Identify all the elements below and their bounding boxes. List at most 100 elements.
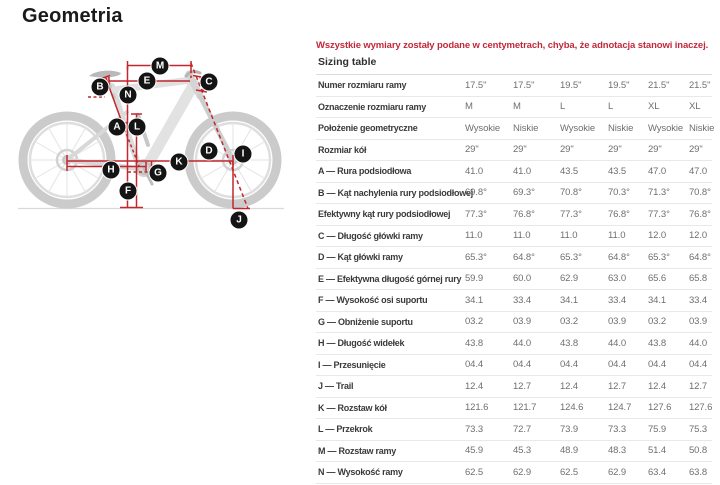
table-row: B — Kąt nachylenia rury podsiodłowej 69.8… xyxy=(316,182,712,204)
row-value: 65.3° xyxy=(560,246,608,269)
row-value: 21.5" xyxy=(689,74,712,97)
row-value: 11.0 xyxy=(465,225,513,247)
row-value: 45.9 xyxy=(465,440,513,462)
units-note: Wszystkie wymiary zostały podane w centy… xyxy=(316,40,709,51)
row-label: M — Rozstaw ramy xyxy=(316,440,465,462)
row-value: 43.8 xyxy=(560,332,608,355)
table-row: N — Wysokość ramy 62.5 62.9 62.5 62.9 63.4 63.… xyxy=(316,461,712,484)
geometry-label-g: G xyxy=(148,163,168,183)
row-value: 03.2 xyxy=(465,311,513,333)
row-value: 03.9 xyxy=(608,311,648,333)
row-value: 12.4 xyxy=(648,375,689,398)
row-value: 77.3° xyxy=(465,203,513,226)
row-value: 17.5" xyxy=(513,74,560,97)
row-value: Wysokie xyxy=(560,117,608,140)
row-value: Wysokie xyxy=(648,117,689,140)
row-value: 29" xyxy=(513,139,560,161)
row-value: 69.3° xyxy=(513,182,560,204)
row-value: 73.3 xyxy=(608,418,648,441)
row-value: 65.3° xyxy=(648,246,689,269)
table-row: F — Wysokość osi suportu 34.1 33.4 34.1 33.4… xyxy=(316,289,712,312)
table-row: Efektywny kąt rury podsiodłowej 77.3° 76.8… xyxy=(316,203,712,226)
row-value: 121.7 xyxy=(513,397,560,419)
row-value: M xyxy=(513,96,560,118)
row-value: 65.6 xyxy=(648,268,689,290)
table-row: D — Kąt główki ramy 65.3° 64.8° 65.3° 64.8° 6… xyxy=(316,246,712,269)
row-value: 70.3° xyxy=(608,182,648,204)
row-value: 12.4 xyxy=(560,375,608,398)
geometry-label-d: D xyxy=(199,141,219,161)
row-value: 03.2 xyxy=(648,311,689,333)
row-value: 76.8° xyxy=(608,203,648,226)
table-row: M — Rozstaw ramy 45.9 45.3 48.9 48.3 51.4 50.8 xyxy=(316,440,712,462)
table-row: A — Rura podsiodłowa 41.0 41.0 43.5 43.5 47.0… xyxy=(316,160,712,183)
row-value: 76.8° xyxy=(513,203,560,226)
row-value: 33.4 xyxy=(513,289,560,312)
row-value: Niskie xyxy=(513,117,560,140)
row-label: Efektywny kąt rury podsiodłowej xyxy=(316,203,465,226)
row-value: 29" xyxy=(648,139,689,161)
row-label: N — Wysokość ramy xyxy=(316,461,465,484)
table-row: L — Przekrok 73.3 72.7 73.9 73.3 75.9 75.3 xyxy=(316,418,712,441)
row-label: J — Trail xyxy=(316,375,465,398)
row-value: 47.0 xyxy=(689,160,712,183)
row-value: 62.9 xyxy=(513,461,560,484)
row-value: 69.8° xyxy=(465,182,513,204)
geometry-label-c: C xyxy=(199,72,219,92)
row-value: 04.4 xyxy=(608,354,648,376)
table-row: E — Efektywna długość górnej rury 59.9 60.… xyxy=(316,268,712,290)
row-value: 12.7 xyxy=(513,375,560,398)
table-row: Numer rozmiaru ramy 17.5" 17.5" 19.5" 19.5" 2… xyxy=(316,74,712,97)
row-value: 77.3° xyxy=(560,203,608,226)
row-label: A — Rura podsiodłowa xyxy=(316,160,465,183)
table-row: I — Przesunięcie 04.4 04.4 04.4 04.4 04.4 04.4 xyxy=(316,354,712,376)
sizing-table-body: Numer rozmiaru ramy 17.5" 17.5" 19.5" 19.5" 2… xyxy=(316,74,714,484)
row-label: K — Rozstaw kół xyxy=(316,397,465,419)
down-tube xyxy=(140,78,200,174)
table-row: Położenie geometryczne Wysokie Niskie Wysok… xyxy=(316,117,714,140)
row-value: 12.4 xyxy=(465,375,513,398)
row-value: 65.8 xyxy=(689,268,712,290)
row-value: 48.9 xyxy=(560,440,608,462)
row-label: E — Efektywna długość górnej rury xyxy=(316,268,465,290)
row-value: 73.3 xyxy=(465,418,513,441)
row-value: L xyxy=(608,96,648,118)
row-value: 11.0 xyxy=(608,225,648,247)
row-value: 41.0 xyxy=(513,160,560,183)
row-label: Położenie geometryczne xyxy=(316,117,465,140)
table-row: Rozmiar kół 29" 29" 29" 29" 29" 29" xyxy=(316,139,712,161)
row-value: L xyxy=(560,96,608,118)
row-label: D — Kąt główki ramy xyxy=(316,246,465,269)
row-label: L — Przekrok xyxy=(316,418,465,441)
row-value: 72.7 xyxy=(513,418,560,441)
row-value: Niskie xyxy=(689,117,714,140)
row-value: 62.9 xyxy=(608,461,648,484)
row-value: 45.3 xyxy=(513,440,560,462)
row-value: 77.3° xyxy=(648,203,689,226)
row-value: 62.5 xyxy=(465,461,513,484)
page-title: Geometria xyxy=(22,5,123,27)
geometry-label-e: E xyxy=(137,71,157,91)
row-value: 70.8° xyxy=(689,182,712,204)
row-value: Wysokie xyxy=(465,117,513,140)
row-value: 03.9 xyxy=(689,311,712,333)
row-value: 12.7 xyxy=(608,375,648,398)
row-value: 34.1 xyxy=(560,289,608,312)
row-value: XL xyxy=(648,96,689,118)
table-row: C — Długość główki ramy 11.0 11.0 11.0 11.0 1… xyxy=(316,225,712,247)
geometry-label-k: K xyxy=(169,152,189,172)
row-value: 71.3° xyxy=(648,182,689,204)
geometry-label-m: M xyxy=(150,56,170,76)
row-value: 29" xyxy=(465,139,513,161)
row-value: 43.5 xyxy=(560,160,608,183)
row-value: 11.0 xyxy=(560,225,608,247)
geometry-label-a: A xyxy=(107,117,127,137)
row-value: 124.6 xyxy=(560,397,608,419)
row-value: 64.8° xyxy=(513,246,560,269)
row-value: 63.0 xyxy=(608,268,648,290)
row-label: Oznaczenie rozmiaru ramy xyxy=(316,96,465,118)
row-value: 121.6 xyxy=(465,397,513,419)
geometry-label-f: F xyxy=(118,181,138,201)
geometry-label-h: H xyxy=(101,160,121,180)
